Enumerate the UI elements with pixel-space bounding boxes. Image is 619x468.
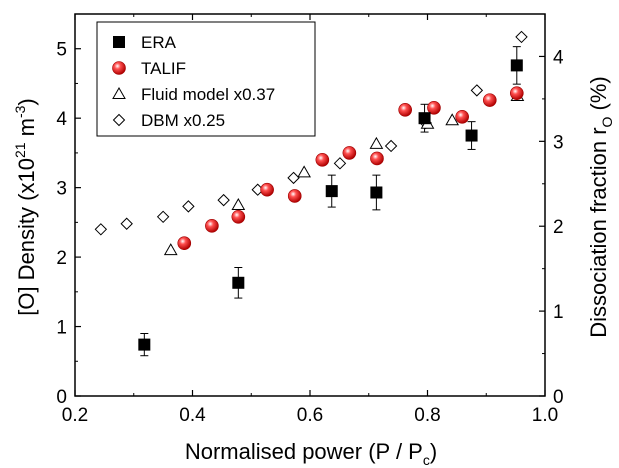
- point-talif: [482, 93, 497, 107]
- x-tick-label: 0.6: [297, 405, 323, 426]
- point-fluid-model-x0-37: [231, 197, 246, 210]
- point-era: [465, 129, 478, 142]
- y2-tick-label: 3: [553, 132, 564, 153]
- legend-label: TALIF: [141, 59, 186, 78]
- y2-tick-label: 1: [553, 302, 564, 323]
- legend-label: DBM x0.25: [141, 111, 225, 130]
- point-dbm-x0-25: [94, 223, 108, 236]
- point-era: [370, 186, 383, 199]
- legend-marker: [112, 113, 126, 127]
- y-tick-label: 4: [56, 109, 67, 130]
- point-fluid-model-x0-37: [297, 165, 311, 178]
- point-dbm-x0-25: [384, 139, 398, 153]
- y2-tick-label: 2: [553, 217, 564, 238]
- legend-marker: [113, 36, 125, 48]
- point-fluid-model-x0-37: [163, 243, 178, 256]
- x-axis-label: Normalised power (P / Pc): [185, 439, 437, 468]
- legend: ERA TALIF Fluid model x0.37 DBM x0.25: [96, 21, 316, 137]
- point-talif: [315, 153, 330, 167]
- point-dbm-x0-25: [182, 200, 195, 213]
- y-tick-label: 0: [56, 387, 67, 408]
- y-tick-label: 5: [56, 40, 67, 61]
- y-axis-label: [O] Density (x1021 m-3): [12, 98, 39, 316]
- data-markers: [94, 30, 528, 351]
- point-era: [418, 112, 431, 125]
- x-tick-label: 0.4: [179, 405, 206, 426]
- point-era: [510, 59, 523, 72]
- point-talif: [342, 146, 357, 160]
- x-tick-label: 0.2: [62, 405, 88, 426]
- y2-tick-label: 4: [553, 47, 564, 68]
- y2-tick-label: 0: [553, 387, 564, 408]
- legend-marker: [112, 86, 126, 99]
- y-tick-label: 1: [56, 318, 67, 339]
- point-talif: [231, 210, 246, 224]
- point-fluid-model-x0-37: [445, 113, 460, 126]
- y-tick-label: 2: [56, 248, 67, 269]
- point-talif: [287, 189, 302, 203]
- point-dbm-x0-25: [470, 84, 484, 97]
- point-dbm-x0-25: [287, 171, 300, 185]
- point-dbm-x0-25: [515, 30, 528, 44]
- x-tick-label: 1.0: [532, 405, 558, 426]
- x-tick-label: 0.8: [414, 405, 440, 426]
- point-era: [325, 185, 338, 198]
- point-dbm-x0-25: [217, 193, 230, 207]
- legend-box: [96, 21, 316, 137]
- point-era: [232, 276, 245, 289]
- y2-axis-label: Dissociation fraction rO (%): [586, 76, 615, 338]
- y-tick-label: 3: [56, 179, 67, 200]
- legend-marker: [112, 61, 126, 75]
- point-talif: [177, 236, 192, 250]
- legend-label: ERA: [141, 33, 177, 52]
- point-talif: [509, 86, 524, 100]
- point-talif: [370, 151, 384, 166]
- point-talif: [455, 109, 469, 124]
- point-dbm-x0-25: [156, 210, 170, 224]
- point-fluid-model-x0-37: [369, 136, 384, 149]
- point-dbm-x0-25: [333, 157, 347, 170]
- point-talif: [205, 219, 219, 233]
- point-era: [138, 338, 151, 351]
- point-dbm-x0-25: [120, 217, 133, 230]
- point-talif: [260, 182, 274, 197]
- point-talif: [398, 103, 412, 117]
- point-talif: [427, 100, 441, 115]
- legend-label: Fluid model x0.37: [141, 85, 275, 104]
